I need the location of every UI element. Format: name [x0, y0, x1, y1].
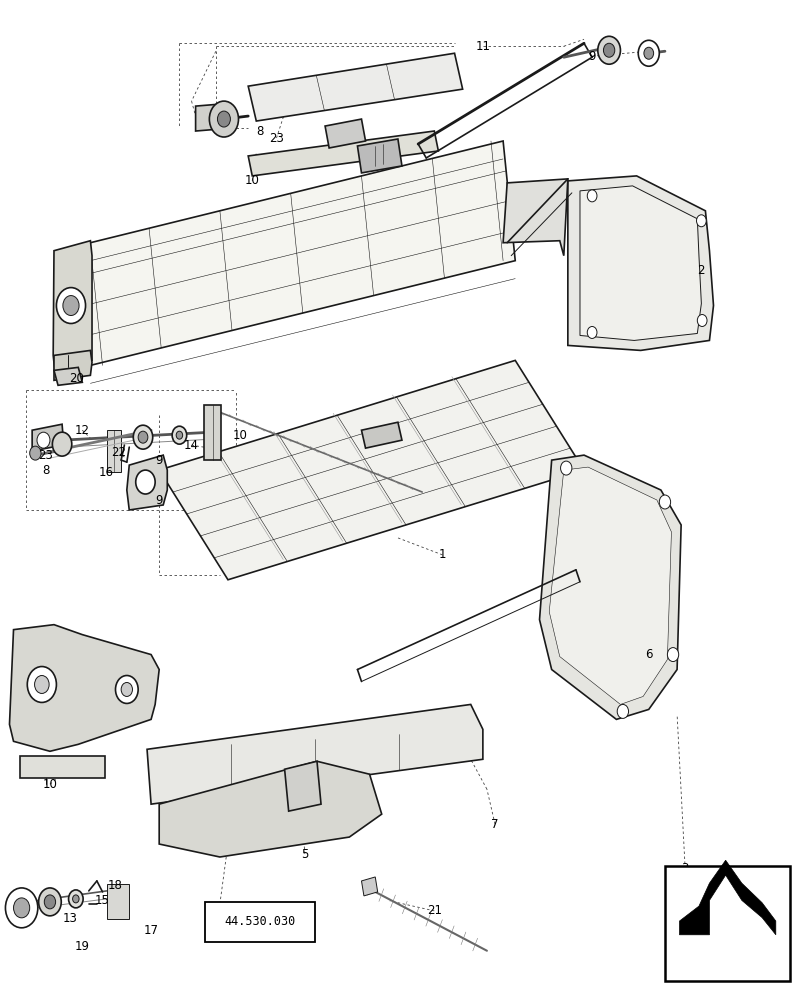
- Circle shape: [667, 648, 678, 662]
- Text: 20: 20: [69, 372, 84, 385]
- Polygon shape: [579, 186, 701, 340]
- Bar: [20, 756, 105, 778]
- Text: 10: 10: [42, 778, 58, 791]
- Text: 4: 4: [212, 927, 219, 940]
- Circle shape: [62, 296, 79, 316]
- Circle shape: [217, 111, 230, 127]
- Circle shape: [560, 461, 571, 475]
- Polygon shape: [248, 131, 438, 176]
- Polygon shape: [539, 455, 680, 719]
- Text: 6: 6: [644, 648, 652, 661]
- Polygon shape: [10, 625, 159, 751]
- Circle shape: [696, 215, 706, 227]
- Circle shape: [209, 101, 238, 137]
- Text: 10: 10: [233, 429, 247, 442]
- Polygon shape: [248, 53, 462, 121]
- Polygon shape: [285, 761, 320, 811]
- Text: 3: 3: [680, 862, 688, 875]
- Text: 2: 2: [697, 264, 704, 277]
- Circle shape: [659, 495, 670, 509]
- Circle shape: [637, 40, 659, 66]
- Circle shape: [121, 682, 132, 696]
- Polygon shape: [503, 179, 567, 256]
- Bar: [664, 866, 789, 981]
- Polygon shape: [324, 119, 365, 148]
- Text: 16: 16: [99, 466, 114, 479]
- Text: 14: 14: [184, 439, 199, 452]
- Polygon shape: [159, 360, 583, 580]
- Text: 8: 8: [42, 464, 49, 477]
- Polygon shape: [159, 761, 381, 857]
- Circle shape: [138, 431, 148, 443]
- Text: 5: 5: [301, 848, 308, 861]
- Text: 23: 23: [38, 449, 54, 462]
- Text: 15: 15: [95, 894, 109, 907]
- Text: 44.530.030: 44.530.030: [224, 915, 295, 928]
- Polygon shape: [54, 350, 92, 380]
- Text: 13: 13: [62, 912, 78, 925]
- Circle shape: [45, 895, 55, 909]
- Circle shape: [697, 315, 706, 326]
- Circle shape: [586, 326, 596, 338]
- Text: 11: 11: [474, 40, 490, 53]
- Circle shape: [6, 888, 38, 928]
- Circle shape: [133, 425, 152, 449]
- Text: 22: 22: [111, 446, 126, 459]
- Text: 12: 12: [75, 424, 90, 437]
- Circle shape: [30, 446, 41, 460]
- Circle shape: [52, 432, 71, 456]
- Text: 1: 1: [438, 548, 445, 561]
- Text: 23: 23: [268, 132, 284, 145]
- Text: 18: 18: [107, 879, 122, 892]
- Circle shape: [603, 43, 614, 57]
- Polygon shape: [357, 139, 401, 173]
- Polygon shape: [53, 241, 92, 370]
- Text: 9: 9: [155, 494, 163, 507]
- Circle shape: [616, 704, 628, 718]
- Circle shape: [72, 895, 79, 903]
- Polygon shape: [78, 141, 515, 365]
- Circle shape: [14, 898, 30, 918]
- Text: 7: 7: [491, 818, 498, 831]
- Polygon shape: [54, 367, 82, 385]
- Polygon shape: [567, 176, 713, 350]
- Circle shape: [135, 470, 155, 494]
- Circle shape: [115, 676, 138, 703]
- Text: 9: 9: [155, 454, 163, 467]
- Circle shape: [37, 432, 50, 448]
- Circle shape: [28, 667, 56, 702]
- Polygon shape: [361, 877, 377, 896]
- Text: 10: 10: [244, 174, 260, 187]
- Polygon shape: [548, 467, 671, 704]
- Polygon shape: [195, 104, 221, 131]
- Polygon shape: [679, 860, 775, 935]
- Text: 9: 9: [588, 50, 595, 63]
- Polygon shape: [127, 455, 167, 510]
- Circle shape: [597, 36, 620, 64]
- Text: 17: 17: [144, 924, 158, 937]
- Text: 8: 8: [256, 125, 264, 138]
- Bar: [679, 925, 775, 969]
- Circle shape: [39, 888, 61, 916]
- Circle shape: [176, 431, 182, 439]
- Circle shape: [172, 426, 187, 444]
- FancyBboxPatch shape: [204, 902, 315, 942]
- Polygon shape: [147, 704, 483, 804]
- Bar: [106, 430, 121, 472]
- Circle shape: [56, 288, 85, 323]
- Text: 21: 21: [427, 904, 441, 917]
- Bar: [106, 884, 129, 919]
- Circle shape: [643, 47, 653, 59]
- Polygon shape: [361, 422, 401, 448]
- Circle shape: [68, 890, 83, 908]
- Bar: [204, 405, 221, 460]
- Polygon shape: [32, 424, 62, 451]
- Text: 19: 19: [75, 940, 90, 953]
- Circle shape: [586, 190, 596, 202]
- Circle shape: [35, 676, 49, 693]
